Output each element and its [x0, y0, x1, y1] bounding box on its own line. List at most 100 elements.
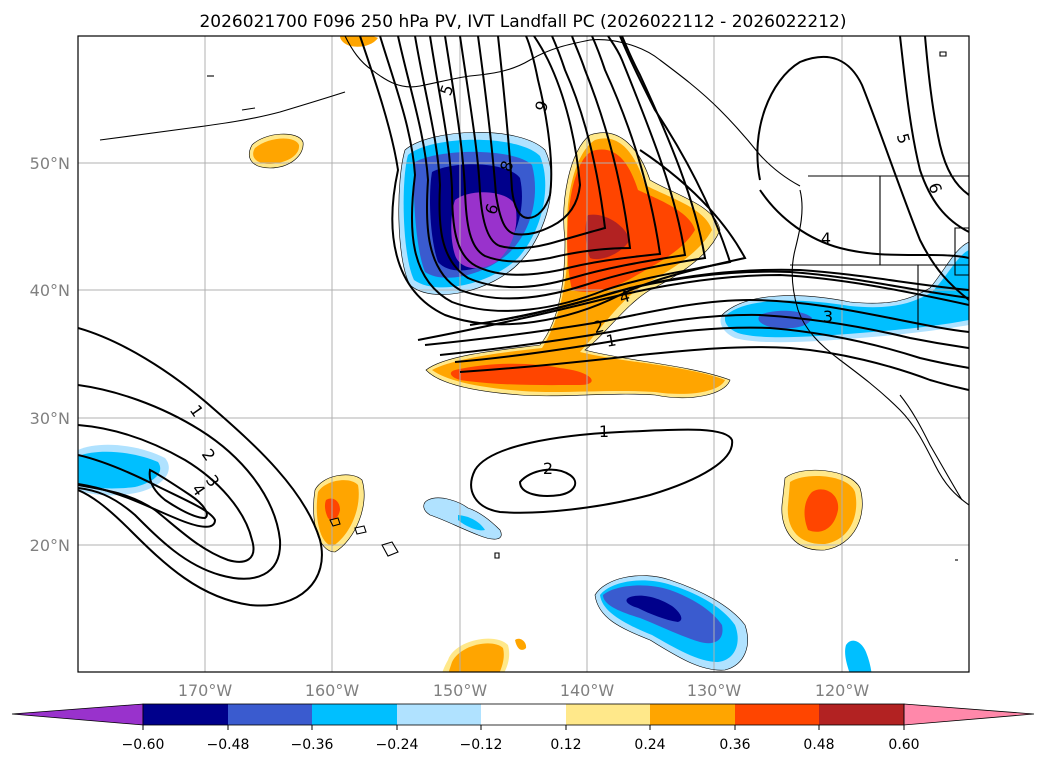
outline-contour: [594, 575, 748, 671]
outline-contour: [423, 497, 502, 540]
colorbar-segment: [312, 704, 397, 725]
coastline-peninsula: [99, 91, 346, 141]
lat-tick-label: 30°N: [30, 409, 70, 428]
pv-contour-ridge: [924, 36, 969, 196]
lon-tick-label: 140°W: [560, 681, 615, 700]
chart-title: 2026021700 F096 250 hPa PV, IVT Landfall…: [199, 12, 846, 32]
border-state: [954, 227, 969, 276]
lat-tick-label: 40°N: [30, 281, 70, 300]
positive-anomaly-blob: [253, 138, 300, 164]
pv-contour-trough: [444, 36, 632, 263]
colorbar-tick-label: 0.48: [803, 737, 834, 753]
lon-tick-label: 160°W: [305, 681, 360, 700]
coastline-alaska: [344, 36, 801, 187]
lat-tick-label: 50°N: [30, 154, 70, 173]
colorbar-tick-labels: −0.60 −0.48 −0.36 −0.24 −0.12 0.12 0.24 …: [122, 737, 920, 753]
pv-contour-west: [78, 327, 323, 607]
positive-anomaly-blob: [448, 643, 504, 672]
pv-contour-band: [454, 326, 969, 369]
coastline-west: [791, 189, 969, 506]
pv-contour-trough: [414, 36, 687, 289]
pv-contour-trough: [497, 36, 553, 220]
colorbar-tick-label: 0.12: [550, 737, 581, 753]
island-hawaii: [354, 525, 367, 535]
colorbar-tick-label: −0.12: [460, 737, 503, 753]
lon-tick-label: 130°W: [687, 681, 742, 700]
pv-contour-trough: [459, 36, 607, 250]
contour-label: 2: [591, 316, 606, 337]
island-small: [939, 51, 947, 57]
pv-contour-ridge: [759, 189, 969, 259]
pv-contour-band: [439, 313, 969, 356]
positive-anomaly-blob: [804, 489, 839, 532]
colorbar-segment: [481, 704, 566, 725]
colorbar-ticks: [142, 725, 905, 730]
pv-contour-trough: [397, 36, 707, 300]
map-area: 5 6 8 9 5 6 4 4 3 2 1 1 2 3 4 1 2: [78, 36, 969, 672]
colorbar-frame: [142, 703, 905, 726]
outline-contour: [721, 241, 969, 316]
colorbar-segment: [819, 704, 904, 725]
pv-contour-band: [459, 346, 969, 391]
island-hawaii: [381, 541, 399, 557]
colorbar-tick-label: −0.24: [376, 737, 419, 753]
island-hawaii: [494, 552, 500, 559]
pv-contour-trough: [429, 36, 662, 276]
colorbar-tick-label: −0.36: [291, 737, 334, 753]
contour-label: 3: [823, 307, 833, 326]
y-axis-labels: 50°N 40°N 30°N 20°N: [30, 154, 70, 555]
map-frame: [77, 35, 970, 673]
contour-label: 4: [617, 286, 632, 307]
coastline-baja: [899, 394, 963, 501]
negative-anomaly-blob: [458, 515, 485, 531]
pv-contour-west: [78, 384, 282, 580]
colorbar-segment: [566, 704, 650, 725]
colorbar-segment: [143, 704, 228, 725]
colorbar-tick-label: −0.60: [122, 737, 165, 753]
pv-contour-trough: [379, 36, 732, 312]
x-axis-labels: 170°W 160°W 150°W 140°W 130°W 120°W: [178, 681, 870, 700]
colorbar-segment: [650, 704, 735, 725]
pv-contour-trough: [359, 36, 747, 326]
negative-anomaly-blob: [845, 640, 872, 672]
colorbar-segment: [397, 704, 481, 725]
pv-contour-ridge: [899, 36, 969, 233]
pv-contour-band: [499, 268, 969, 321]
contour-label: 1: [599, 422, 609, 441]
colorbar-tick-label: 0.36: [719, 737, 750, 753]
pv-contour-west: [78, 454, 217, 528]
contour-label: 1: [604, 330, 617, 350]
coastlines: [99, 36, 969, 561]
lat-tick-label: 20°N: [30, 536, 70, 555]
pv-contour-south: [470, 428, 734, 514]
contour-label: 2: [543, 459, 553, 478]
colorbar-segment: [228, 704, 312, 725]
outline-contour: [425, 132, 731, 398]
pv-contour-ridge: [756, 55, 969, 301]
negative-anomaly-blob: [626, 595, 682, 622]
positive-anomaly-plume: [450, 363, 592, 386]
pv-contours: [78, 36, 969, 607]
pv-contour-band: [424, 298, 969, 346]
colorbar-tick-label: −0.48: [207, 737, 250, 753]
contour-label: 4: [821, 229, 831, 248]
colorbar-tick-label: 0.24: [634, 737, 665, 753]
gridlines: [78, 36, 969, 672]
lon-tick-label: 170°W: [178, 681, 233, 700]
pv-contour-trough: [477, 36, 582, 236]
colorbar-segment: [735, 704, 819, 725]
colorbar-tick-label: 0.60: [888, 737, 919, 753]
lon-tick-label: 150°W: [433, 681, 488, 700]
island-small: [241, 107, 256, 111]
contour-label: 5: [893, 131, 914, 146]
outline-contour: [249, 133, 304, 169]
colorbar-extend-high: [903, 703, 1035, 726]
pv-contour-west: [148, 468, 208, 520]
island-hawaii: [329, 517, 341, 527]
positive-anomaly-blob: [515, 638, 527, 650]
pv-contour-south: [518, 468, 577, 497]
colorbar: −0.60 −0.48 −0.36 −0.24 −0.12 0.12 0.24 …: [11, 703, 1035, 753]
outline-contour: [781, 469, 863, 551]
lon-tick-label: 120°W: [815, 681, 870, 700]
